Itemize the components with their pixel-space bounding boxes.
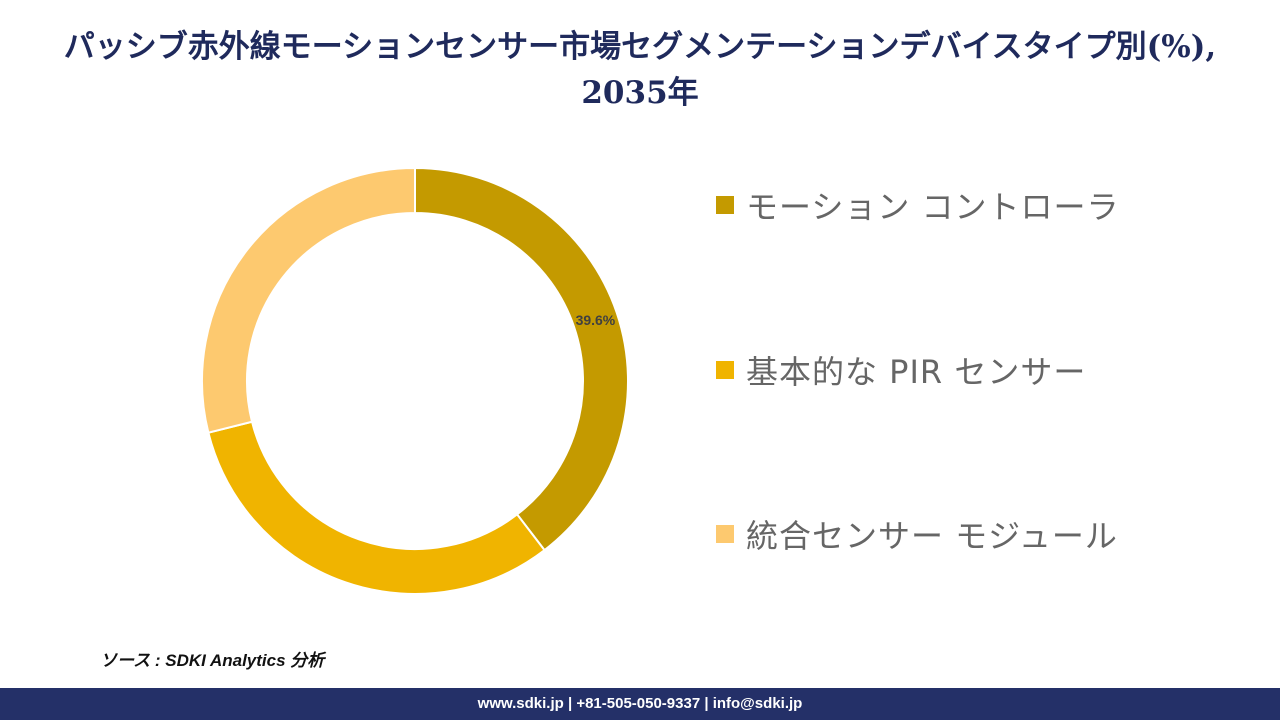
legend-swatch: [716, 196, 734, 214]
legend-item-motion-controller: モーション コントローラ: [716, 180, 1236, 230]
donut-slice: [414, 166, 629, 552]
legend-swatch: [716, 361, 734, 379]
data-label: 39.6%: [576, 312, 616, 328]
footer-contact-bar: www.sdki.jp | +81-505-050-9337 | info@sd…: [0, 688, 1280, 720]
chart-title: パッシブ赤外線モーションセンサー市場セグメンテーションデバイスタイプ別(%), …: [63, 29, 1217, 111]
legend-item-basic-pir-sensor: 基本的な PIR センサー: [716, 345, 1236, 395]
legend-label: 基本的な PIR センサー: [746, 353, 1087, 391]
legend-item-integrated-sensor-module: 統合センサー モジュール: [716, 509, 1236, 559]
donut-slice: [201, 166, 416, 434]
legend-label: 統合センサー モジュール: [746, 517, 1118, 555]
legend-swatch: [716, 525, 734, 543]
donut-slice: [207, 420, 546, 595]
legend-label: モーション コントローラ: [746, 188, 1120, 226]
source-note: ソース : SDKI Analytics 分析: [100, 651, 325, 670]
